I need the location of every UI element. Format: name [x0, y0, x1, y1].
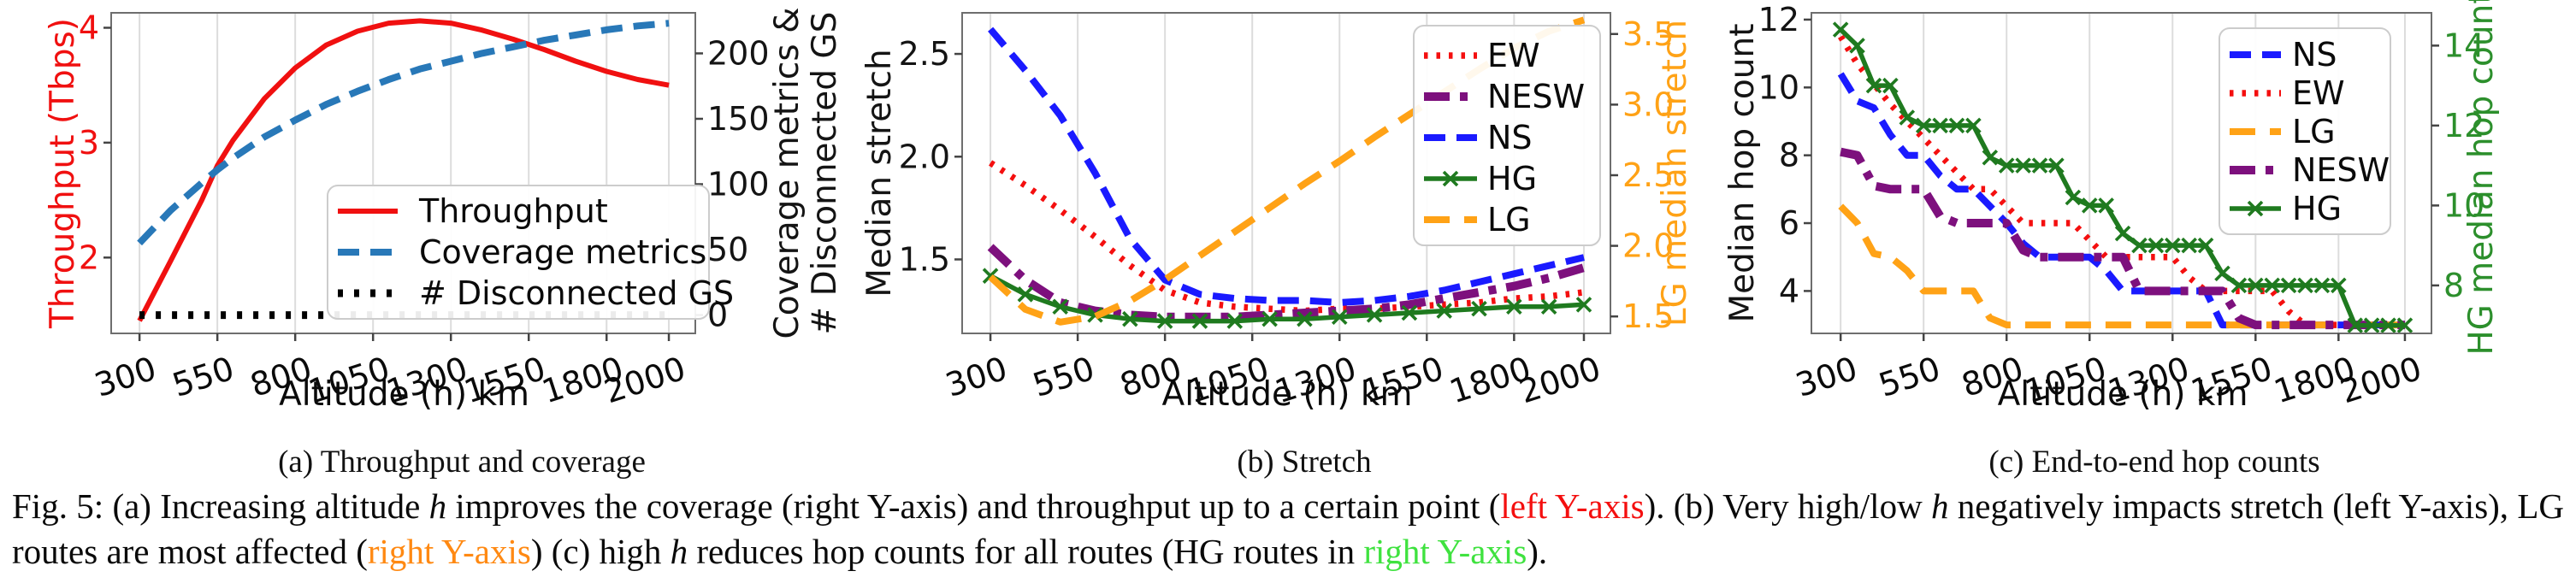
legend-label: HG	[2292, 190, 2342, 227]
left-y-tick-label: 2.0	[899, 138, 950, 175]
x-tick-label: 550	[1874, 350, 1945, 404]
legend-label: EW	[2292, 74, 2345, 112]
right-y-tick-label: 3.5	[1622, 15, 1674, 53]
left-y-tick-label: 4	[79, 9, 99, 46]
legend-label: Coverage metrics	[419, 233, 706, 271]
left-y-tick-label: 1.5	[899, 240, 950, 278]
x-tick-label: 550	[168, 350, 239, 404]
x-axis-label: Altitude (h) km	[1162, 375, 1413, 414]
caption-text: h	[1931, 486, 1949, 526]
left-y-tick-label: 8	[1779, 137, 1799, 174]
caption-colored-axis-ref: right Y-axis	[367, 532, 531, 572]
right-y-tick-label: 8	[2443, 267, 2464, 304]
caption-text: ) (c) high	[530, 532, 671, 572]
right-y-tick-label: 12	[2443, 107, 2484, 144]
subcaption-b: (b) Stretch	[1237, 445, 1372, 480]
series-NESW	[1840, 147, 2405, 330]
legend-label: Throughput	[418, 192, 608, 230]
x-tick-label: 300	[90, 350, 161, 404]
legend-label: HG	[1487, 160, 1537, 197]
figure-caption: Fig. 5: (a) Increasing altitude h improv…	[12, 484, 2564, 575]
left-y-axis-label: Throughput (Tbps)	[44, 18, 82, 329]
caption-text: ). (b) Very high/low	[1644, 486, 1931, 526]
legend-label: NESW	[2292, 151, 2390, 189]
right-y-tick-label: 2.0	[1622, 227, 1674, 265]
legend-label: # Disconnected GS	[419, 274, 734, 312]
right-y-tick-label: 0	[707, 297, 728, 334]
left-y-tick-label: 2.5	[899, 35, 950, 73]
caption-colored-axis-ref: left Y-axis	[1500, 486, 1645, 526]
right-y-tick-label: 14	[2443, 26, 2484, 64]
left-y-tick-label: 10	[1758, 68, 1799, 106]
caption-text: h	[670, 532, 688, 572]
right-y-axis-label: # Disconnected GS	[806, 12, 844, 335]
caption-text: negatively impacts stretch (left Y-axis)…	[12, 486, 2565, 572]
x-axis-label: Altitude (h) km	[279, 375, 529, 414]
left-y-tick-label: 3	[79, 124, 99, 162]
subplot-a-throughput-coverage: 300 550 800 1050 1300 1550 1800 2000 2 3 4 0 50 100 15…	[0, 0, 860, 427]
x-tick-label: 2000	[1515, 350, 1605, 411]
subplot-b-stretch: 300 550 800 1050 1300 1550 1800 2000 1.5 2.0 2.5 1.…	[860, 0, 1719, 427]
x-tick-label: 550	[1028, 350, 1099, 404]
right-y-axis-label: LG median stretch	[1656, 20, 1694, 327]
left-y-axis-label: Median hop count	[1723, 23, 1762, 322]
caption-colored-axis-ref: right Y-axis	[1363, 532, 1527, 572]
legend-label: NESW	[1487, 78, 1585, 115]
x-tick-label: 300	[1791, 350, 1862, 404]
right-y-tick-label: 50	[707, 231, 748, 268]
left-y-axis-label: Median stretch	[860, 49, 899, 297]
right-y-tick-label: 3.0	[1622, 85, 1674, 123]
chart-c-svg: 300 550 8001050130015501800200046810128101…	[1723, 0, 2501, 414]
right-y-tick-label: 10	[2443, 186, 2484, 224]
legend-label: LG	[1487, 201, 1531, 238]
subcaption-c: (c) End-to-end hop counts	[1988, 445, 2320, 480]
legend-label: EW	[1487, 37, 1540, 74]
caption-text: reduces hop counts for all routes (HG ro…	[688, 532, 1364, 572]
caption-text: improves the coverage (right Y-axis) and…	[446, 486, 1501, 526]
legend-label: NS	[1487, 119, 1533, 156]
right-y-tick-label: 200	[707, 34, 770, 72]
chart-b-svg: 300 550 800105013001550180020001.52.02.51.…	[860, 12, 1694, 414]
right-y-tick-label: 100	[707, 166, 770, 203]
left-y-tick-label: 12	[1758, 1, 1799, 38]
series-NS	[988, 26, 1585, 306]
caption-text: ).	[1527, 532, 1548, 572]
caption-text: h	[428, 486, 447, 526]
right-y-axis-label: HG median hop count	[2462, 0, 2501, 356]
right-y-tick-label: 150	[707, 100, 770, 138]
chart-a-svg: 300 550 8001050130015501800200023405010015…	[44, 8, 844, 414]
right-y-axis-label: Coverage metrics &	[768, 8, 806, 339]
subplot-c-hop-counts: 300 550 800 1050 1300 1550 1800 2000 4 6 8 10 12 8 10 1…	[1719, 0, 2576, 427]
left-y-tick-label: 4	[1779, 272, 1799, 309]
legend: EW NESW NS HG LG	[1413, 25, 1601, 246]
series-Coverage-metrics	[137, 20, 670, 246]
right-y-tick-label: 1.5	[1622, 297, 1674, 335]
left-y-tick-label: 6	[1779, 204, 1799, 242]
x-axis-label: Altitude (h) km	[1998, 375, 2248, 414]
series-HG	[982, 268, 1592, 329]
right-y-tick-label: 2.5	[1622, 156, 1674, 194]
caption-text: Fig. 5: (a) Increasing altitude	[12, 486, 429, 526]
left-y-tick-label: 2	[79, 238, 99, 276]
series-HG	[1832, 21, 2414, 333]
legend-label: NS	[2292, 36, 2337, 74]
x-tick-label: 300	[941, 350, 1012, 404]
legend-label: LG	[2292, 113, 2336, 150]
subcaption-a: (a) Throughput and coverage	[278, 445, 646, 480]
